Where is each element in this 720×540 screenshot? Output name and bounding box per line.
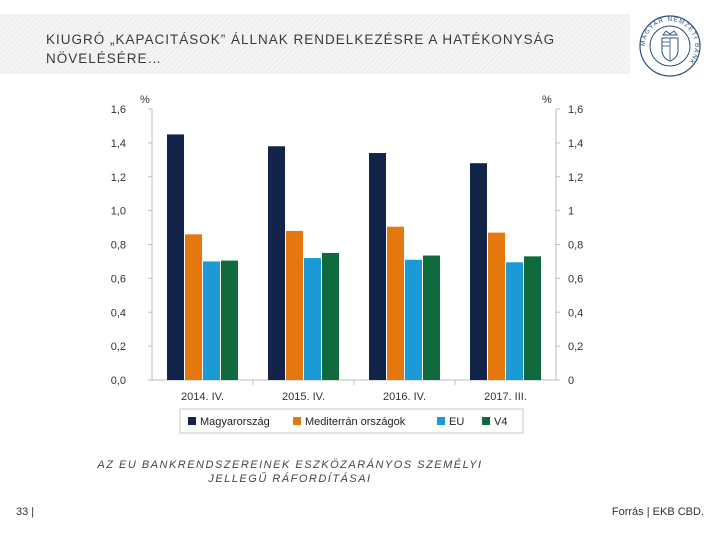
y-tick-label-right: 1,4 (568, 138, 583, 150)
page-title: KIUGRÓ „KAPACITÁSOK” ÁLLNAK RENDELKEZÉSR… (46, 32, 556, 66)
bar (268, 146, 285, 380)
chart-labels: 0,0 0 0,2 0,2 0,4 0,4 0,6 0,6 0,8 0,8 1,0 1 1,2 1,2 1,… (111, 94, 584, 403)
header-band (0, 14, 630, 74)
y-tick-label-left: 0,4 (111, 307, 126, 319)
bar (524, 256, 541, 380)
legend-label: Magyarország (200, 416, 270, 428)
x-tick-label: 2016. IV. (383, 391, 426, 403)
y-tick-label-right: 1,6 (568, 104, 583, 116)
y-tick-label-right: 1,2 (568, 172, 583, 184)
y-tick-label-right: 0,2 (568, 341, 583, 353)
chart-legend: Magyarország Mediterrán országok EU V4 (179, 408, 524, 434)
y-tick-label-left: 1,6 (111, 104, 126, 116)
y-tick-label-left: 1,2 (111, 172, 126, 184)
y-tick-label-right: 0,6 (568, 273, 583, 285)
legend-swatch (293, 417, 301, 425)
chart-caption: AZ EU BANKRENDSZEREINEK ESZKÖZARÁNYOS SZ… (97, 459, 483, 485)
x-tick-label: 2015. IV. (282, 391, 325, 403)
y-tick-label-left: 0,8 (111, 240, 126, 252)
y-tick-label-right: 0,4 (568, 307, 583, 319)
source-note: Forrás | EKB CBD. (611, 506, 704, 518)
bar (369, 153, 386, 380)
y-tick-label-left: 1,0 (111, 206, 126, 218)
bar (387, 226, 404, 380)
bar (488, 232, 505, 380)
chart-bars (167, 134, 541, 380)
y-tick-label-right: 1 (568, 206, 574, 218)
x-tick-label: 2017. III. (484, 391, 527, 403)
bar (203, 261, 220, 380)
legend-swatch (188, 417, 196, 425)
bar (304, 258, 321, 380)
bar (405, 259, 422, 380)
bar (286, 230, 303, 380)
legend-swatch (482, 417, 490, 425)
y-tick-label-left: 1,4 (111, 138, 126, 150)
bar (470, 163, 487, 380)
legend-label: EU (449, 416, 464, 428)
legend-label: Mediterrán országok (305, 416, 406, 428)
bar (322, 252, 339, 380)
bar (423, 255, 440, 380)
y-tick-label-left: 0,0 (111, 375, 126, 387)
y-tick-label-right: 0,8 (568, 240, 583, 252)
bar (506, 262, 523, 380)
y-unit-right: % (542, 94, 552, 106)
legend-label: V4 (494, 416, 507, 428)
legend-swatch (437, 417, 445, 425)
legend-box (179, 408, 524, 434)
page-number: 33 | (16, 506, 35, 518)
mnb-logo: MAGYAR NEMZETI BANK (639, 15, 701, 77)
y-tick-label-right: 0 (568, 375, 574, 387)
bar (167, 134, 184, 380)
y-tick-label-left: 0,2 (111, 341, 126, 353)
x-tick-label: 2014. IV. (181, 391, 224, 403)
bar (185, 234, 202, 380)
bar (221, 260, 238, 380)
y-tick-label-left: 0,6 (111, 273, 126, 285)
y-unit-left: % (140, 94, 150, 106)
